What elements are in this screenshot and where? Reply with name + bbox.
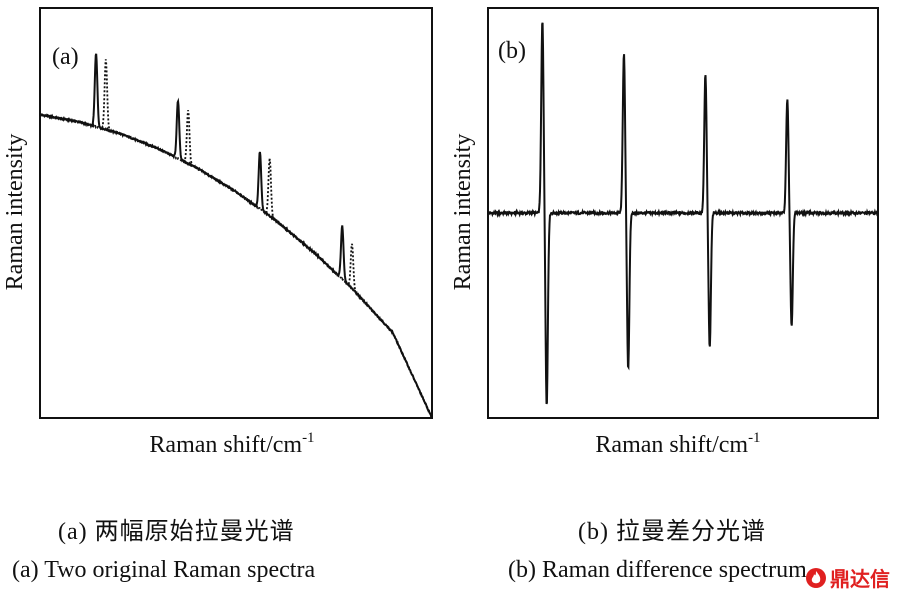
difference-min-3 bbox=[709, 348, 710, 349]
panel-label: (b) bbox=[498, 38, 526, 64]
watermark-logo: 鼎达信 bbox=[805, 563, 890, 592]
plot-frame bbox=[39, 7, 433, 419]
difference-min-2 bbox=[628, 368, 629, 369]
peak-marker-solid-4 bbox=[342, 225, 343, 226]
chart-panel-b: (b) Raman intensity Raman shift/cm-1 bbox=[450, 7, 879, 458]
difference-max-3 bbox=[705, 73, 706, 74]
difference-min-1 bbox=[546, 405, 547, 406]
panel-label: (a) bbox=[52, 44, 79, 70]
plots-svg: (a) Raman intensity Raman shift/cm-1 (b) Ram… bbox=[2, 7, 879, 458]
difference-spectrum-line bbox=[487, 22, 879, 405]
peak-marker-dotted-1 bbox=[105, 59, 106, 60]
difference-max-4 bbox=[787, 98, 788, 99]
caption-b-english: (b) Raman difference spectrum bbox=[508, 557, 807, 583]
caption-a-english: (a) Two original Raman spectra bbox=[12, 557, 316, 583]
watermark-text: 鼎达信 bbox=[830, 567, 890, 591]
x-axis-label: Raman shift/cm-1 bbox=[149, 430, 314, 458]
peak-marker-dotted-2 bbox=[188, 110, 189, 111]
caption-b-chinese: (b) 拉曼差分光谱 bbox=[578, 519, 766, 545]
difference-min-4 bbox=[791, 327, 792, 328]
series-line-dotted bbox=[39, 59, 433, 419]
y-axis-label: Raman intensity bbox=[450, 134, 476, 291]
difference-max-1 bbox=[542, 20, 543, 21]
caption-a-chinese: (a) 两幅原始拉曼光谱 bbox=[58, 519, 295, 545]
difference-max-2 bbox=[623, 53, 624, 54]
peak-marker-dotted-4 bbox=[351, 243, 352, 244]
peak-marker-solid-3 bbox=[259, 151, 260, 152]
y-axis-label: Raman intensity bbox=[2, 134, 28, 291]
peak-marker-solid-1 bbox=[95, 52, 96, 53]
peak-marker-solid-2 bbox=[177, 100, 178, 101]
flame-logo-icon bbox=[806, 567, 826, 588]
series-line-solid bbox=[39, 53, 433, 419]
x-axis-label: Raman shift/cm-1 bbox=[595, 430, 760, 458]
peak-marker-dotted-3 bbox=[269, 158, 270, 159]
chart-panel-a: (a) Raman intensity Raman shift/cm-1 bbox=[2, 7, 433, 458]
